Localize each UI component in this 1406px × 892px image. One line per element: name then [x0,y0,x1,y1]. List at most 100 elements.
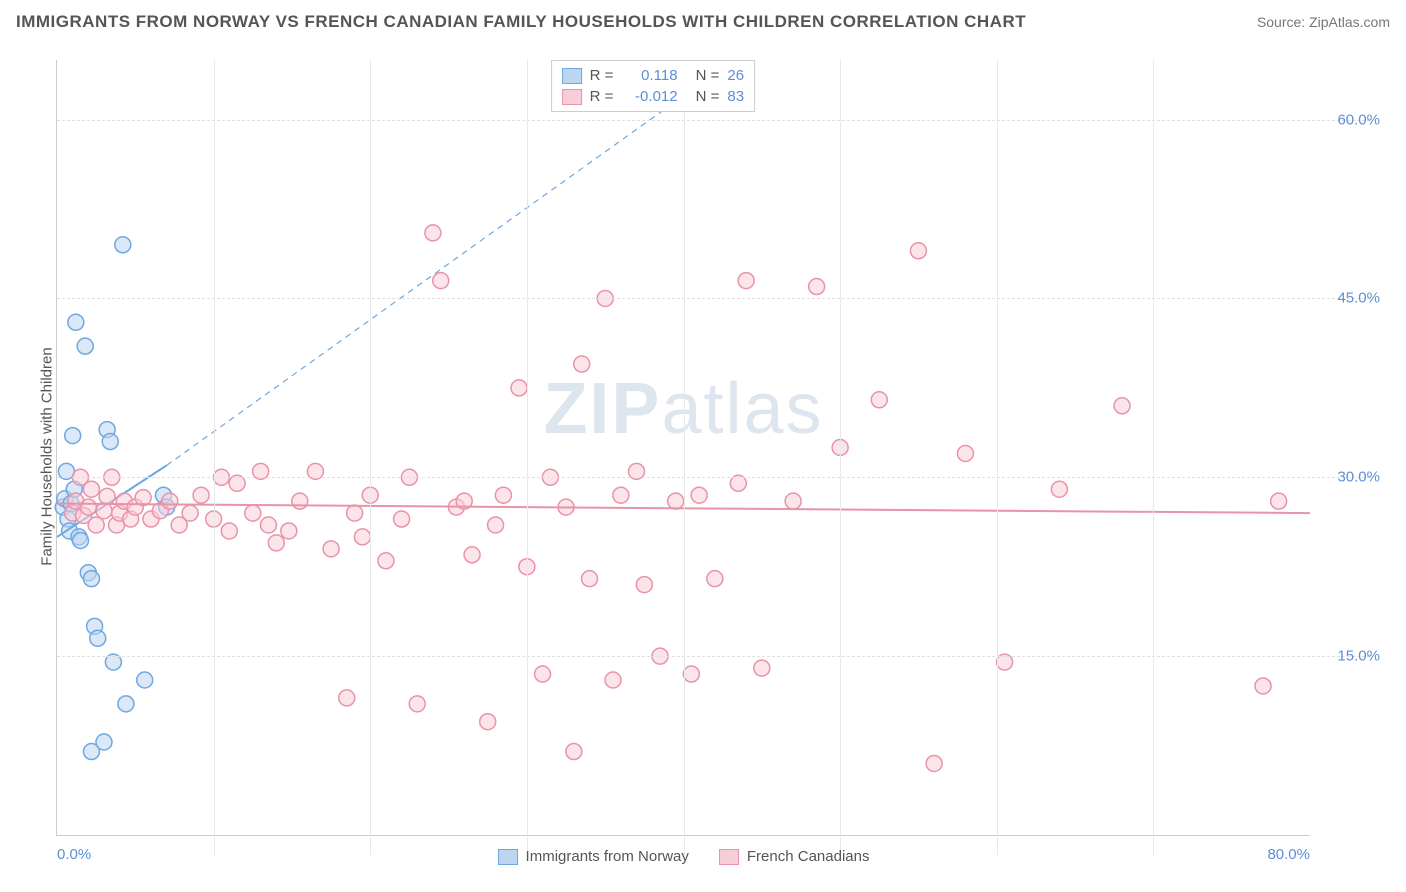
scatter-point-french [245,505,261,521]
scatter-point-norway [83,571,99,587]
scatter-point-french [691,487,707,503]
legend-row-norway: R = 0.118 N = 26 [562,65,744,86]
scatter-point-norway [137,672,153,688]
scatter-point-french [83,481,99,497]
x-tick-label: 80.0% [1267,846,1310,863]
gridline-horizontal [57,298,1370,299]
scatter-point-french [785,493,801,509]
scatter-point-french [409,696,425,712]
scatter-point-french [378,553,394,569]
scatter-point-french [1051,481,1067,497]
scatter-point-french [1255,678,1271,694]
scatter-point-french [511,380,527,396]
r-label: R = [590,67,620,84]
gridline-vertical [370,60,371,855]
scatter-point-french [292,493,308,509]
scatter-point-french [613,487,629,503]
trendline-extension-norway [167,96,684,466]
n-value-norway: 26 [727,67,744,84]
gridline-horizontal [57,477,1370,478]
scatter-point-french [636,577,652,593]
legend-item-norway: Immigrants from Norway [498,848,689,865]
gridline-vertical [684,60,685,855]
scatter-point-norway [118,696,134,712]
scatter-point-french [809,279,825,295]
gridline-horizontal [57,656,1370,657]
scatter-point-french [260,517,276,533]
y-tick-label: 15.0% [1337,648,1380,665]
scatter-point-french [871,392,887,408]
legend-item-french: French Canadians [719,848,870,865]
scatter-point-french [88,517,104,533]
scatter-point-french [957,445,973,461]
scatter-point-french [1114,398,1130,414]
n-label: N = [696,88,720,105]
scatter-point-norway [90,630,106,646]
n-label: N = [696,67,720,84]
scatter-point-french [464,547,480,563]
swatch-norway-bottom [498,849,518,865]
scatter-point-french [96,503,112,519]
gridline-vertical [214,60,215,855]
scatter-point-french [162,493,178,509]
y-tick-label: 60.0% [1337,111,1380,128]
scatter-point-norway [77,338,93,354]
scatter-point-french [433,273,449,289]
scatter-point-french [535,666,551,682]
scatter-point-french [347,505,363,521]
scatter-point-french [738,273,754,289]
gridline-vertical [840,60,841,855]
scatter-point-norway [115,237,131,253]
swatch-french-bottom [719,849,739,865]
scatter-point-french [193,487,209,503]
scatter-point-french [323,541,339,557]
scatter-point-french [707,571,723,587]
scatter-point-french [605,672,621,688]
scatter-point-french [566,744,582,760]
scatter-point-french [910,243,926,259]
gridline-vertical [997,60,998,855]
scatter-point-french [354,529,370,545]
scatter-point-french [582,571,598,587]
chart-title: IMMIGRANTS FROM NORWAY VS FRENCH CANADIA… [16,12,1026,32]
x-tick-label: 0.0% [57,846,91,863]
scatter-point-norway [102,434,118,450]
r-value-french: -0.012 [628,88,678,105]
scatter-point-french [480,714,496,730]
legend-row-french: R = -0.012 N = 83 [562,86,744,107]
scatter-point-french [926,755,942,771]
correlation-legend: R = 0.118 N = 26 R = -0.012 N = 83 [551,60,755,112]
scatter-point-french [574,356,590,372]
scatter-point-norway [68,314,84,330]
scatter-point-french [394,511,410,527]
scatter-point-french [488,517,504,533]
scatter-point-french [339,690,355,706]
series-legend: Immigrants from Norway French Canadians [498,848,870,865]
gridline-horizontal [57,120,1370,121]
y-axis-label: Family Households with Children [39,347,56,565]
scatter-point-french [683,666,699,682]
scatter-point-french [495,487,511,503]
chart-container: Family Households with Children ZIPatlas… [16,48,1390,876]
swatch-norway [562,68,582,84]
scatter-point-french [754,660,770,676]
gridline-vertical [1153,60,1154,855]
scatter-point-french [281,523,297,539]
scatter-point-norway [65,428,81,444]
scatter-point-french [1271,493,1287,509]
legend-label-french: French Canadians [747,848,870,865]
scatter-point-french [221,523,237,539]
r-label: R = [590,88,620,105]
y-tick-label: 30.0% [1337,469,1380,486]
scatter-point-french [668,493,684,509]
r-value-norway: 0.118 [628,67,678,84]
scatter-point-norway [96,734,112,750]
swatch-french [562,89,582,105]
n-value-french: 83 [727,88,744,105]
scatter-point-french [425,225,441,241]
gridline-vertical [527,60,528,855]
scatter-point-french [268,535,284,551]
scatter-point-french [99,488,115,504]
scatter-point-french [182,505,198,521]
scatter-point-french [80,499,96,515]
